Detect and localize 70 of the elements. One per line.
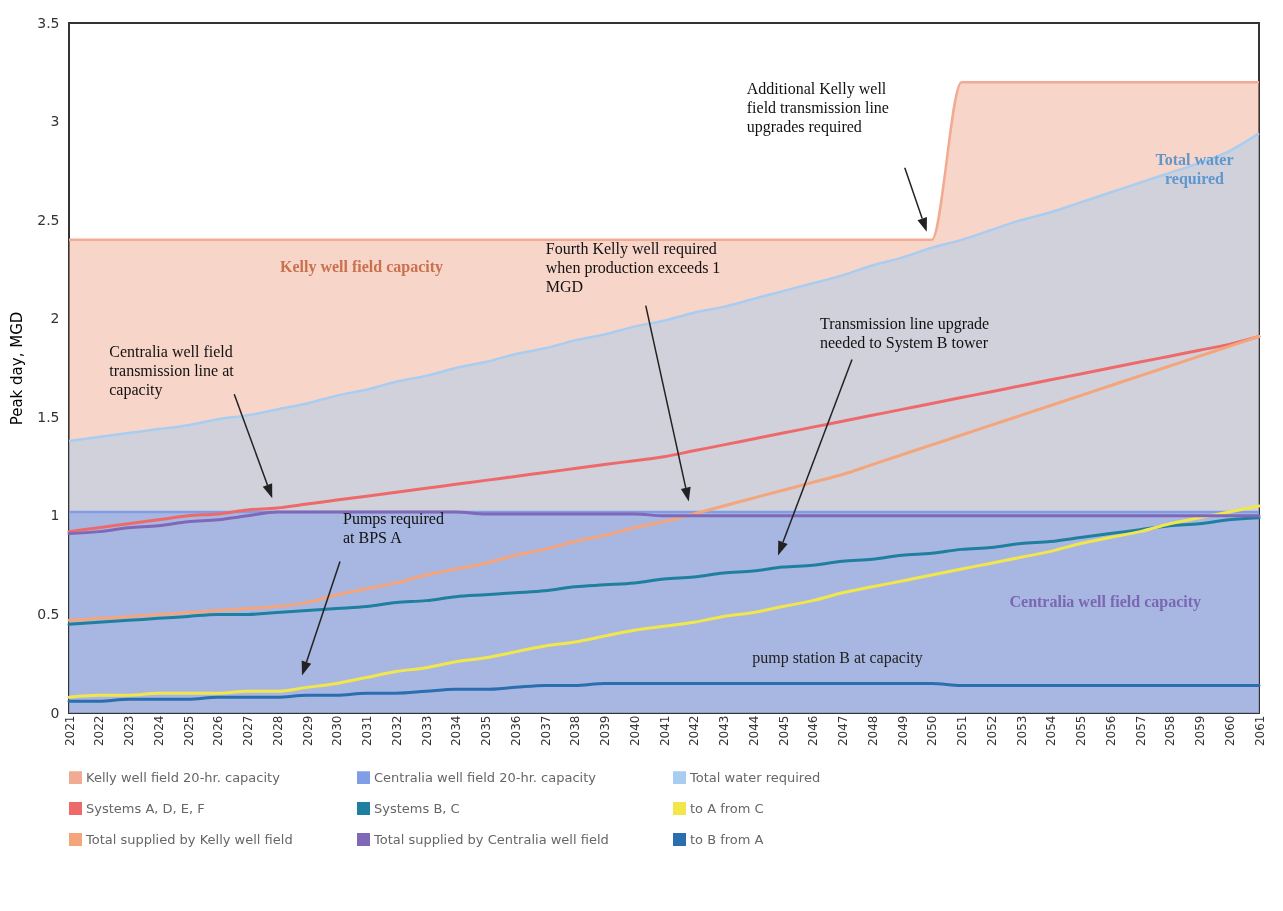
annotation: Pumps required at BPS A xyxy=(343,510,444,547)
x-tick-label: 2042 xyxy=(687,715,702,747)
x-tick-label: 2033 xyxy=(419,715,434,747)
y-tick-label: 0 xyxy=(50,704,60,721)
x-tick-label: 2046 xyxy=(806,715,821,747)
x-tick-label: 2032 xyxy=(389,715,404,747)
x-tick-label: 2044 xyxy=(746,715,761,747)
y-axis-title: Peak day, MGD xyxy=(8,311,27,426)
y-tick-label: 0.5 xyxy=(37,605,60,622)
x-tick-label: 2055 xyxy=(1074,715,1088,747)
legend-label: to A from C xyxy=(690,800,764,816)
x-tick-label: 2028 xyxy=(270,715,285,747)
x-tick-label: 2054 xyxy=(1044,715,1059,747)
x-tick-label: 2057 xyxy=(1133,715,1148,747)
x-tick-label: 2021 xyxy=(62,715,77,747)
legend-label: Centralia well field 20-hr. capacity xyxy=(374,769,597,785)
annotation: Centralia well field transmission line at capacity xyxy=(109,343,235,400)
x-tick-label: 2034 xyxy=(449,715,464,747)
y-tick-label: 2 xyxy=(50,310,60,327)
x-tick-label: 2029 xyxy=(300,715,315,747)
x-tick-label: 2031 xyxy=(360,715,374,747)
x-tick-label: 2049 xyxy=(895,715,910,747)
y-tick-label: 3 xyxy=(50,113,60,130)
x-tick-label: 2025 xyxy=(181,715,196,747)
x-tick-label: 2035 xyxy=(479,715,493,747)
x-tick-label: 2040 xyxy=(627,715,642,747)
x-tick-label: 2039 xyxy=(598,715,612,747)
line-series xyxy=(67,334,1261,622)
x-tick-label: 2023 xyxy=(122,715,136,747)
x-tick-label: 2048 xyxy=(865,715,880,747)
x-tick-label: 2027 xyxy=(241,715,255,747)
x-tick-label: 2047 xyxy=(836,715,850,747)
annotation: Total water required xyxy=(1155,150,1234,188)
legend-label: to B from A xyxy=(690,831,764,847)
x-tick-label: 2038 xyxy=(568,715,583,747)
x-tick-label: 2052 xyxy=(984,715,999,747)
x-tick-label: 2060 xyxy=(1222,715,1237,747)
x-tick-label: 2058 xyxy=(1163,715,1178,747)
x-tick-label: 2059 xyxy=(1193,715,1207,747)
x-tick-label: 2022 xyxy=(92,715,107,747)
annotation: pump station B at capacity xyxy=(752,648,923,667)
annotation: Transmission line upgrade needed to System B tower xyxy=(820,315,990,353)
x-tick-label: 2041 xyxy=(657,715,672,747)
x-tick-label: 2051 xyxy=(955,715,969,747)
x-tick-label: 2061 xyxy=(1252,715,1267,747)
x-tick-label: 2053 xyxy=(1014,715,1029,747)
x-tick-label: 2037 xyxy=(538,715,553,747)
x-tick-label: 2036 xyxy=(508,715,523,747)
x-tick-label: 2024 xyxy=(151,715,166,747)
legend-label: Total water required xyxy=(689,769,821,785)
x-tick-label: 2045 xyxy=(776,715,791,747)
x-tick-label: 2043 xyxy=(717,715,731,747)
annotation: Additional Kelly well field transmission line upgrades required xyxy=(746,79,889,136)
legend-label: Total supplied by Centralia well field xyxy=(373,831,609,847)
x-tick-label: 2030 xyxy=(330,715,345,747)
x-tick-label: 2056 xyxy=(1103,715,1118,747)
annotation: Centralia well field capacity xyxy=(1009,593,1202,612)
annotation: Kelly well field capacity xyxy=(279,257,444,276)
legend-label: Systems B, C xyxy=(374,800,460,816)
legend-label: Total supplied by Kelly well field xyxy=(85,831,293,847)
line-series xyxy=(67,681,1261,703)
y-tick-label: 1 xyxy=(50,507,60,524)
x-tick-label: 2050 xyxy=(925,715,940,747)
legend-label: Systems A, D, E, F xyxy=(86,800,205,816)
legend-label: Kelly well field 20-hr. capacity xyxy=(86,769,281,785)
x-tick-label: 2026 xyxy=(211,715,226,747)
y-tick-label: 1.5 xyxy=(37,408,60,425)
y-tick-label: 2.5 xyxy=(37,211,60,228)
y-tick-label: 3.5 xyxy=(37,14,60,31)
annotation: Fourth Kelly well required when production exceeds 1 MGD xyxy=(545,239,721,295)
